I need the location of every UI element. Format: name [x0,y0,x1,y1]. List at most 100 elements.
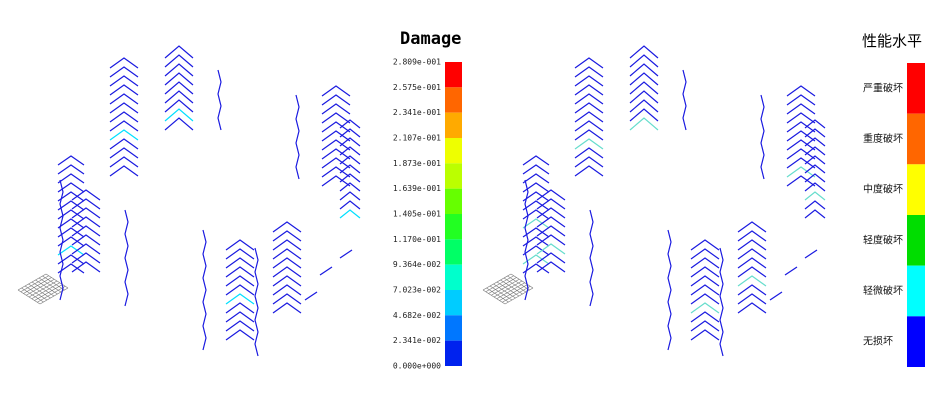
column [254,247,259,357]
member [737,248,767,260]
member [225,239,255,251]
member [57,209,85,220]
member [574,129,604,141]
column [59,179,64,301]
member [536,189,566,201]
grid-line [510,273,534,289]
member [164,90,194,104]
member [804,128,826,138]
member [57,155,85,166]
member [786,112,816,124]
member [225,329,255,341]
member [629,99,659,113]
member [57,200,85,211]
color-band [445,264,462,290]
tick-label: 1.170e-001 [393,235,441,244]
member [109,66,139,78]
tick-label: 2.575e-001 [393,83,441,92]
member [272,257,302,269]
member [57,164,85,175]
grid-line [35,279,58,295]
member [574,57,604,69]
member [321,112,351,124]
member [804,146,826,156]
member [536,207,566,219]
member [71,216,101,228]
member [629,72,659,86]
member [272,302,302,314]
member [57,227,85,238]
member [321,121,351,133]
member [71,234,101,246]
member [522,263,550,274]
member [536,252,566,264]
member [804,173,826,183]
member [57,191,85,202]
tick-label: 1.639e-001 [393,184,441,193]
grid-line [493,280,523,298]
tick-label: 1.405e-001 [393,210,441,219]
member [574,111,604,123]
member [804,119,826,129]
level-label: 中度破坏 [863,183,903,196]
structure [57,45,826,357]
column [217,69,222,131]
column [524,179,529,301]
legend-title: Damage [400,29,461,49]
grid-line [28,280,58,298]
member [574,102,604,114]
member [536,198,566,210]
member [339,119,361,129]
member [109,138,139,150]
level-label: 无损坏 [863,335,893,348]
member [690,266,720,278]
member [737,257,767,269]
member [536,243,566,255]
member [690,311,720,323]
level-label: 严重破坏 [863,81,903,94]
column [295,94,300,180]
member [737,239,767,251]
member [629,90,659,104]
member [690,320,720,332]
member [522,200,550,211]
grid-line [37,285,66,303]
member [272,275,302,287]
member [536,261,566,273]
member [164,108,194,122]
color-band [907,113,925,165]
member [804,137,826,147]
member [629,54,659,68]
member [272,230,302,242]
member [164,99,194,113]
member [109,75,139,87]
member [272,221,302,233]
member [225,275,255,287]
member [574,147,604,159]
color-band [907,215,925,266]
grid-line [31,282,60,300]
brace [319,266,333,276]
brace [304,291,318,301]
color-band [907,164,925,215]
grid-line [38,277,62,293]
member [225,248,255,260]
brace [769,291,783,301]
member [536,234,566,246]
member [225,284,255,296]
member [804,191,826,201]
member [272,248,302,260]
member [109,57,139,69]
member [321,103,351,115]
member [536,225,566,237]
tick-label: 2.341e-002 [393,336,441,345]
level-label: 重度破坏 [863,132,903,145]
member [272,239,302,251]
grid-line [499,284,528,301]
grid-line [500,279,523,295]
member [786,94,816,106]
member [574,165,604,177]
member [71,243,101,255]
member [522,191,550,202]
member [737,293,767,305]
